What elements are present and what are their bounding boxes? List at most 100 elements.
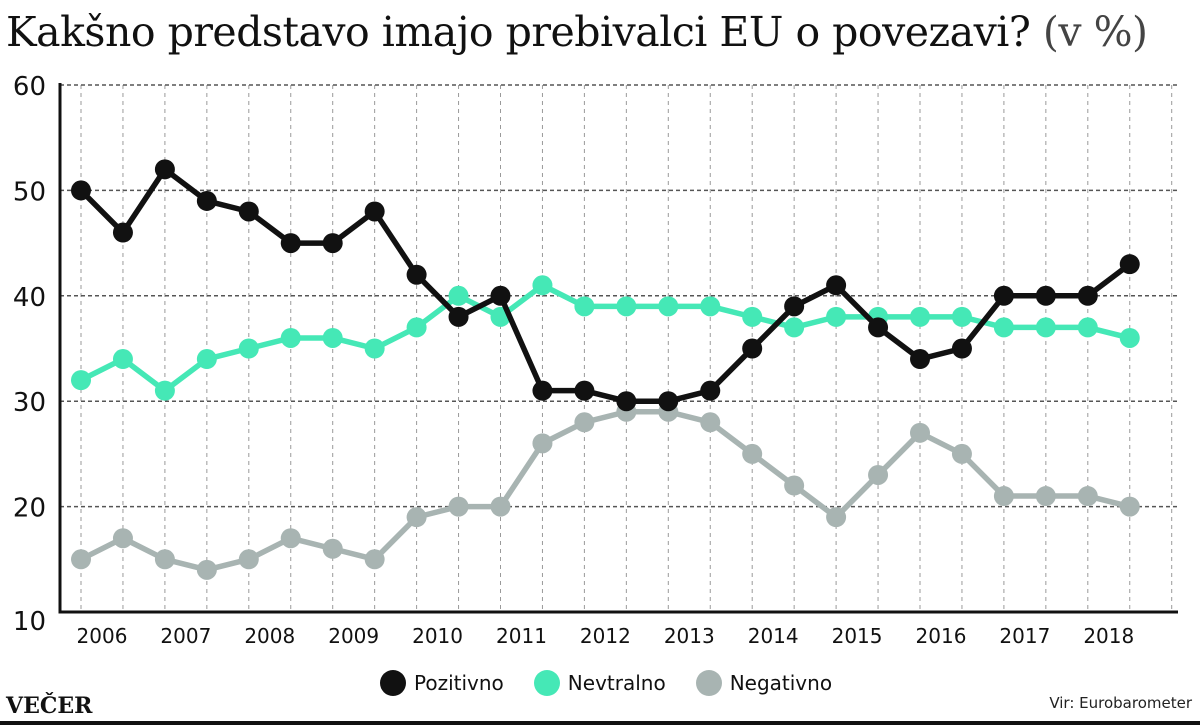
data-point [826,507,847,528]
data-point [448,285,469,306]
data-point [490,285,511,306]
legend-swatch [695,670,722,696]
data-point [196,349,217,370]
data-point [280,528,301,549]
data-point [700,296,721,317]
data-point [112,349,133,370]
legend-item-negativno: Negativno [695,670,833,696]
data-point [951,443,972,464]
data-point [280,233,301,254]
data-point [742,338,763,359]
data-point [364,549,385,570]
data-point [238,338,259,359]
series-line [79,408,1131,573]
data-point [1035,285,1056,306]
data-point [71,549,91,570]
x-tick-label: 2016 [916,624,967,648]
data-point [868,317,889,338]
data-point [616,391,637,412]
data-point [574,412,595,433]
x-tick-label: 2012 [580,624,631,648]
data-point [910,349,930,370]
data-point [1119,327,1140,348]
data-point [364,338,385,359]
data-point [993,285,1014,306]
x-tick-label: 2017 [999,624,1050,648]
data-point [112,528,133,549]
axes [58,83,1178,614]
data-point [700,412,721,433]
series-group [71,159,1140,580]
legend-label: Nevtralno [567,671,666,695]
data-point [993,486,1014,507]
y-tick-label: 60 [13,72,46,102]
data-point [196,190,217,211]
data-point [532,275,553,296]
data-point [322,233,343,254]
data-point [616,296,637,317]
legend-swatch [533,670,560,696]
legend-swatch [380,670,406,696]
source-note: Vir: Eurobarometer [1049,694,1192,712]
x-tick-label: 2014 [748,624,799,648]
data-point [154,159,175,180]
x-tick-label: 2007 [160,624,211,648]
data-point [196,559,217,580]
legend-item-nevtralno: Nevtralno [533,670,666,696]
data-point [238,201,259,222]
data-point [951,306,972,327]
legend-label: Negativno [729,671,833,695]
y-tick-label: 10 [13,607,46,637]
data-point [406,317,427,338]
data-point [574,380,595,401]
data-point [112,222,133,243]
data-point [993,317,1014,338]
data-point [1119,496,1140,517]
y-tick-label: 40 [13,283,46,313]
data-point [322,538,343,559]
x-tick-label: 2008 [244,624,295,648]
data-point [532,433,553,454]
data-point [1077,317,1098,338]
x-tick-label: 2015 [832,624,883,648]
y-tick-label: 50 [13,177,46,207]
data-point [868,464,889,485]
data-point [910,306,930,327]
data-point [322,327,343,348]
x-tick-label: 2006 [77,624,128,648]
legend-label: Pozitivno [414,671,504,695]
data-point [910,422,930,443]
data-point [742,306,763,327]
series-negativno [71,401,1140,580]
publisher-logo: VEČER [6,693,93,719]
y-tick-label: 30 [13,388,46,418]
data-point [784,296,805,317]
data-point [658,391,679,412]
data-point [784,475,805,496]
data-point [71,180,91,201]
bottom-rule [0,721,1200,725]
legend-item-pozitivno: Pozitivno [380,670,504,696]
x-tick-label: 2010 [412,624,463,648]
data-point [238,549,259,570]
x-tick-label: 2011 [496,624,547,648]
x-tick-label: 2018 [1083,624,1134,648]
data-point [448,496,469,517]
data-point [826,275,847,296]
data-point [742,443,763,464]
chart-title: Kakšno predstavo imajo prebivalci EU o p… [6,8,1148,56]
data-point [364,201,385,222]
y-axis-ticks: 10 20 30 40 50 60 [13,72,46,637]
data-point [154,380,175,401]
grid [60,84,1178,612]
x-axis-ticks: 2006 2007 2008 2009 2010 2011 2012 2013 2014 2015… [77,624,1135,648]
data-point [700,380,721,401]
data-point [71,370,91,391]
x-tick-label: 2009 [328,624,379,648]
chart-title-unit: (v %) [1042,8,1148,56]
data-point [532,380,553,401]
data-point [406,264,427,285]
data-point [826,306,847,327]
y-tick-label: 20 [13,494,46,524]
